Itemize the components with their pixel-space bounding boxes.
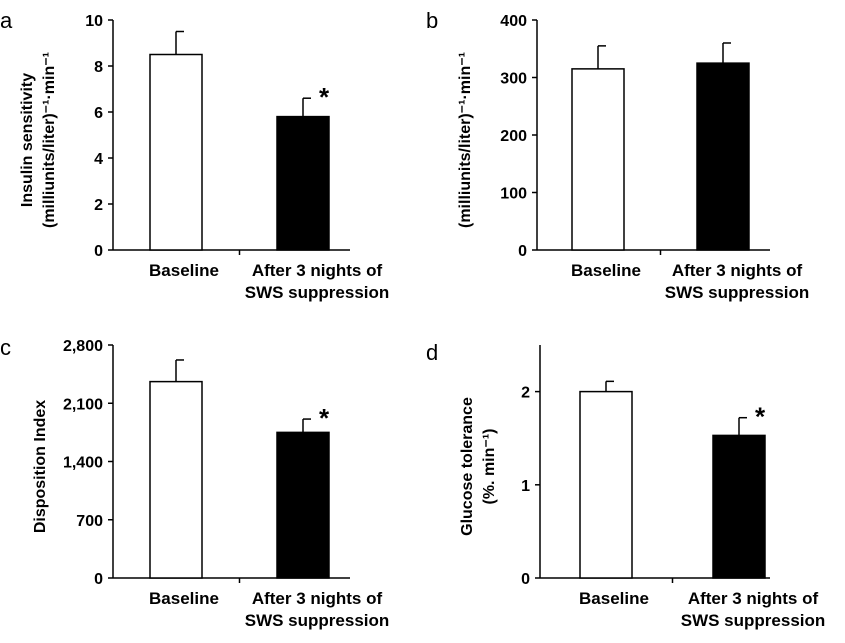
bar <box>571 68 625 251</box>
category-label: After 3 nights of <box>672 261 803 280</box>
category-label: SWS suppression <box>681 611 826 630</box>
y-tick-label: 10 <box>85 13 103 30</box>
panel-letter: d <box>426 340 438 365</box>
y-tick-label: 0 <box>518 243 527 260</box>
significance-marker: * <box>755 402 766 432</box>
y-tick-label: 6 <box>94 105 103 122</box>
y-axis-label: Disposition Index <box>32 400 49 533</box>
y-tick-label: 100 <box>500 186 527 203</box>
category-label: After 3 nights of <box>688 589 819 608</box>
bar <box>276 115 330 251</box>
bar <box>276 431 330 579</box>
category-label: Baseline <box>149 261 219 280</box>
y-axis-label: (milliunits/liter)⁻¹·min⁻¹ <box>457 52 474 228</box>
y-tick-label: 300 <box>500 71 527 88</box>
category-label: SWS suppression <box>665 283 810 302</box>
y-tick-label: 1,400 <box>63 455 103 472</box>
bar <box>696 62 750 251</box>
y-axis-label: Insulin sensitivity <box>19 73 36 207</box>
bar <box>712 434 766 579</box>
y-tick-label: 0 <box>94 243 103 260</box>
y-tick-label: 2,100 <box>63 396 103 413</box>
category-label: Baseline <box>579 589 649 608</box>
y-tick-label: 2,800 <box>63 338 103 355</box>
y-tick-label: 400 <box>500 13 527 30</box>
y-axis-label: (milliunits/liter)⁻¹·min⁻¹ <box>41 52 58 228</box>
bar <box>149 53 203 251</box>
category-label: After 3 nights of <box>252 261 383 280</box>
y-tick-label: 0 <box>94 571 103 588</box>
category-label: Baseline <box>571 261 641 280</box>
bar <box>579 390 633 579</box>
y-tick-label: 700 <box>76 513 103 530</box>
y-tick-label: 1 <box>521 478 530 495</box>
panel-letter: b <box>426 8 438 33</box>
category-label: After 3 nights of <box>252 589 383 608</box>
bar <box>149 380 203 579</box>
y-tick-label: 2 <box>521 385 530 402</box>
panel-letter: a <box>0 8 13 33</box>
significance-marker: * <box>319 82 330 112</box>
panel-letter: c <box>0 335 11 360</box>
y-tick-label: 0 <box>521 571 530 588</box>
y-tick-label: 8 <box>94 59 103 76</box>
significance-marker: * <box>319 403 330 433</box>
category-label: SWS suppression <box>245 611 390 630</box>
y-tick-label: 200 <box>500 128 527 145</box>
y-axis-label: Glucose tolerance <box>459 397 476 536</box>
y-tick-label: 4 <box>94 151 103 168</box>
y-axis-label: (%. min⁻¹) <box>481 429 498 505</box>
category-label: SWS suppression <box>245 283 390 302</box>
category-label: Baseline <box>149 589 219 608</box>
y-tick-label: 2 <box>94 197 103 214</box>
